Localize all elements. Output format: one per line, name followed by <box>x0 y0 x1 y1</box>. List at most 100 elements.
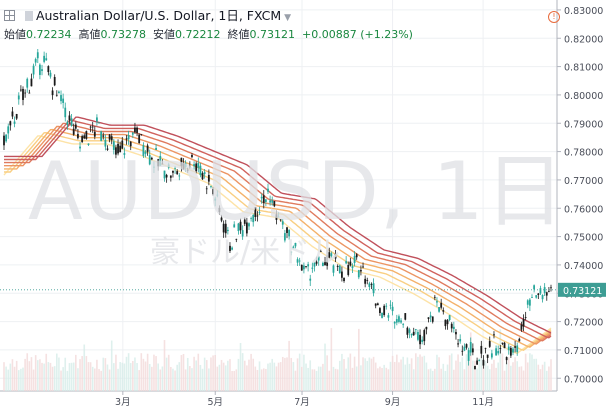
volume-bar <box>94 368 96 391</box>
candle-body <box>436 301 438 303</box>
volume-bar <box>195 360 197 391</box>
candle-body <box>117 143 119 154</box>
volume-bar <box>262 368 265 391</box>
volume-bar <box>341 353 343 391</box>
candle-body <box>349 261 352 266</box>
volume-bar <box>497 362 500 391</box>
candle-body <box>53 76 56 86</box>
candle-body <box>89 126 92 128</box>
volume-bar <box>440 368 442 391</box>
volume-bar <box>425 362 428 391</box>
volume-bar <box>410 358 413 391</box>
volume-bar <box>516 361 519 391</box>
candle-body <box>58 91 60 94</box>
candle-body <box>478 360 481 362</box>
candle-body <box>197 163 200 168</box>
candle-body <box>188 166 191 168</box>
volume-bar <box>484 360 487 391</box>
x-tick-label: 11月 <box>472 397 494 408</box>
volume-bar <box>486 365 489 391</box>
volume-bar <box>417 356 419 391</box>
volume-bar <box>85 356 88 391</box>
volume-bar <box>514 357 516 391</box>
volume-bar <box>347 357 350 391</box>
candle-body <box>13 121 16 124</box>
volume-bar <box>510 365 512 391</box>
volume-bar <box>518 366 521 391</box>
y-tick-label: 0.71000 <box>564 346 603 357</box>
volume-bar <box>315 370 318 391</box>
candle-body <box>336 266 339 268</box>
volume-bar <box>77 368 79 391</box>
candle-body <box>72 128 75 135</box>
candle-body <box>412 331 415 336</box>
volume-bar <box>362 357 364 391</box>
candle-body <box>324 262 326 266</box>
high-label: 高値 <box>78 28 101 41</box>
volume-bar <box>15 360 18 391</box>
candle-body <box>220 217 223 221</box>
volume-bar <box>520 366 523 391</box>
candle-body <box>402 324 405 326</box>
candle-body <box>216 194 219 196</box>
candle-body <box>414 329 417 331</box>
volume-bar <box>379 366 381 391</box>
warning-icon[interactable]: ! <box>548 11 560 23</box>
symbol-title[interactable]: Australian Dollar/U.S. Dollar, 1日, FXCM <box>36 8 282 23</box>
volume-bar <box>170 366 172 391</box>
volume-bar <box>541 364 544 391</box>
candle-body <box>423 330 426 342</box>
volume-bar <box>499 329 502 391</box>
candle-body <box>444 319 447 327</box>
volume-bar <box>269 362 271 391</box>
volume-bar <box>512 362 514 391</box>
candle-body <box>108 134 111 140</box>
volume-bar <box>309 360 312 391</box>
volume-bar <box>36 360 39 391</box>
y-tick-label: 0.81000 <box>564 63 603 74</box>
candle-body <box>360 270 362 272</box>
candle-body <box>26 78 29 88</box>
candle-body <box>305 266 307 267</box>
volume-bar <box>505 362 508 391</box>
candle-body <box>516 345 519 353</box>
candle-body <box>250 218 253 220</box>
volume-bar <box>412 369 415 391</box>
candle-body <box>66 121 69 125</box>
volume-bar <box>51 366 54 391</box>
candle-body <box>201 173 204 180</box>
volume-bar <box>60 370 62 391</box>
volume-bar <box>237 358 240 391</box>
candle-body <box>400 320 402 323</box>
volume-bar <box>522 370 525 391</box>
candle-body <box>490 353 493 358</box>
candle-body <box>404 313 407 320</box>
current-price-tag <box>558 282 606 297</box>
chevron-down-icon[interactable]: ▼ <box>284 13 292 23</box>
expand-icon[interactable] <box>4 10 15 21</box>
candle-body <box>497 351 500 354</box>
candle-body <box>518 338 521 342</box>
volume-bar <box>218 364 221 391</box>
ohlc-readout: 始値0.72234 高値0.73278 安値0.72212 終値0.73121 +0.0… <box>4 26 413 42</box>
candle-body <box>347 265 350 275</box>
volume-bar <box>243 360 246 391</box>
volume-bar <box>330 328 333 391</box>
candle-body <box>102 135 105 137</box>
candle-body <box>34 59 37 63</box>
volume-bar <box>178 362 181 391</box>
candle-body <box>545 292 548 296</box>
candle-body <box>144 151 147 154</box>
volume-bar <box>117 368 119 391</box>
volume-bar <box>210 357 212 391</box>
volume-bar <box>448 355 451 391</box>
volume-bar <box>374 362 377 391</box>
volume-bar <box>227 360 229 391</box>
candle-body <box>7 126 10 134</box>
candle-body <box>372 283 375 294</box>
volume-bar <box>358 328 360 391</box>
volume-bar <box>201 368 204 391</box>
volume-bar <box>296 358 299 391</box>
volume-bar <box>98 369 100 391</box>
